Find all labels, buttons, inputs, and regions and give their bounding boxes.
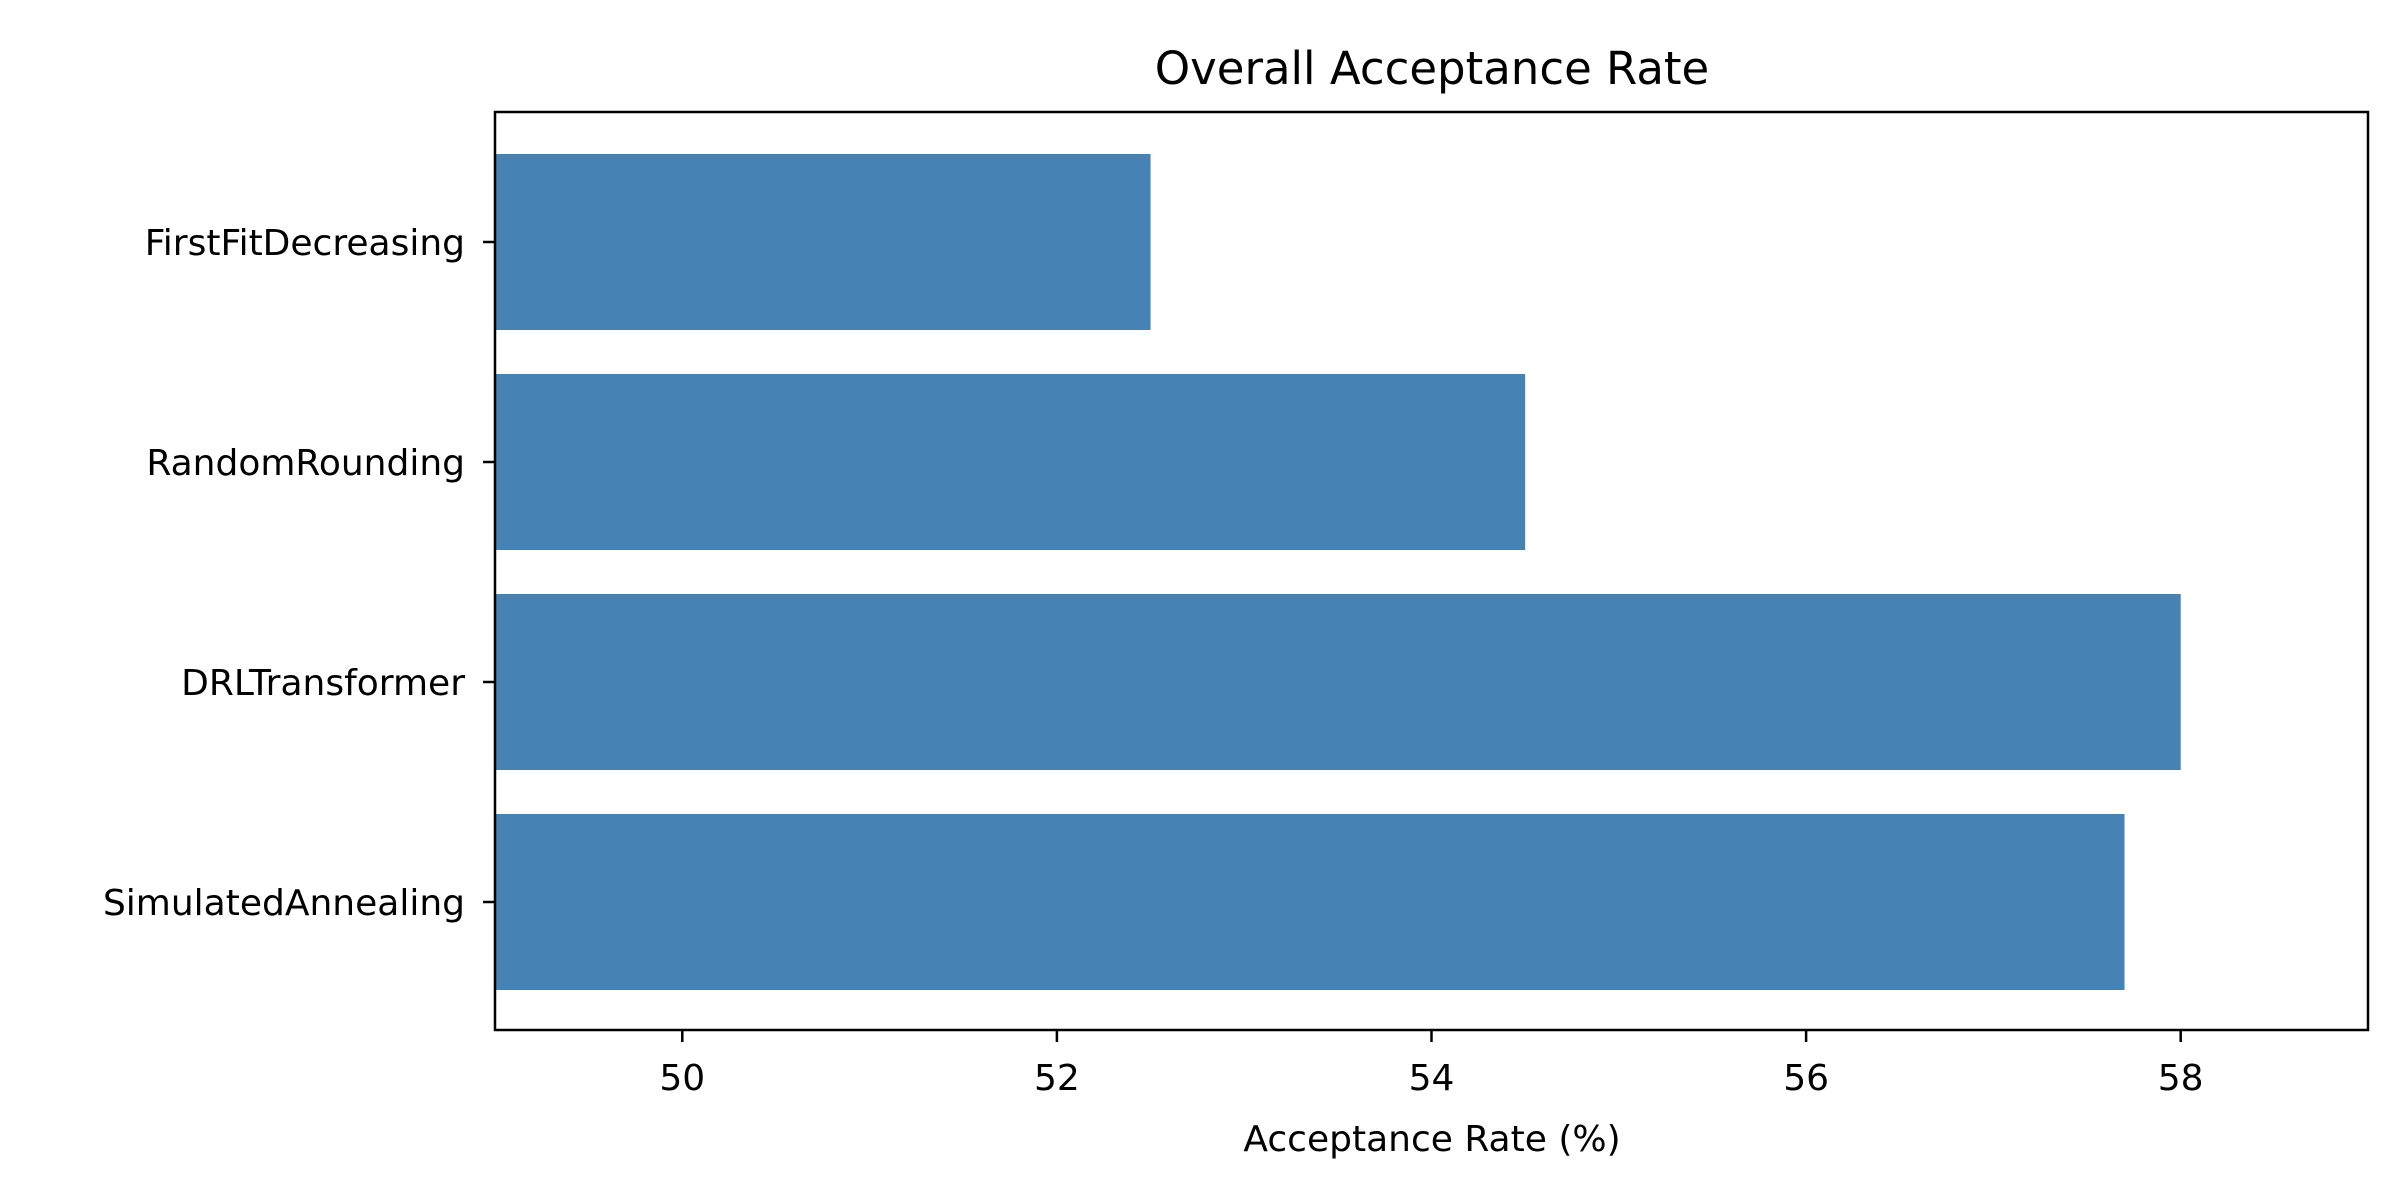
y-tick-label: SimulatedAnnealing — [103, 883, 465, 924]
x-axis-label: Acceptance Rate (%) — [1243, 1119, 1620, 1160]
x-tick-label: 50 — [659, 1058, 705, 1099]
x-tick-label: 56 — [1783, 1058, 1829, 1099]
bars — [495, 154, 2181, 990]
x-tick-label: 52 — [1034, 1058, 1080, 1099]
bar-DRLTransformer — [495, 594, 2181, 770]
bar-SimulatedAnnealing — [495, 814, 2125, 990]
x-tick-label: 58 — [2158, 1058, 2204, 1099]
chart-title: Overall Acceptance Rate — [1155, 42, 1710, 95]
x-tick-label: 54 — [1409, 1058, 1455, 1099]
y-tick-label: RandomRounding — [146, 443, 465, 484]
bar-FirstFitDecreasing — [495, 154, 1151, 330]
x-axis: 50 52 54 56 58 — [659, 1030, 2204, 1099]
y-tick-label: DRLTransformer — [181, 663, 465, 704]
y-tick-label: FirstFitDecreasing — [145, 223, 465, 264]
bar-RandomRounding — [495, 374, 1526, 550]
y-axis: FirstFitDecreasing RandomRounding DRLTrans… — [103, 223, 495, 924]
